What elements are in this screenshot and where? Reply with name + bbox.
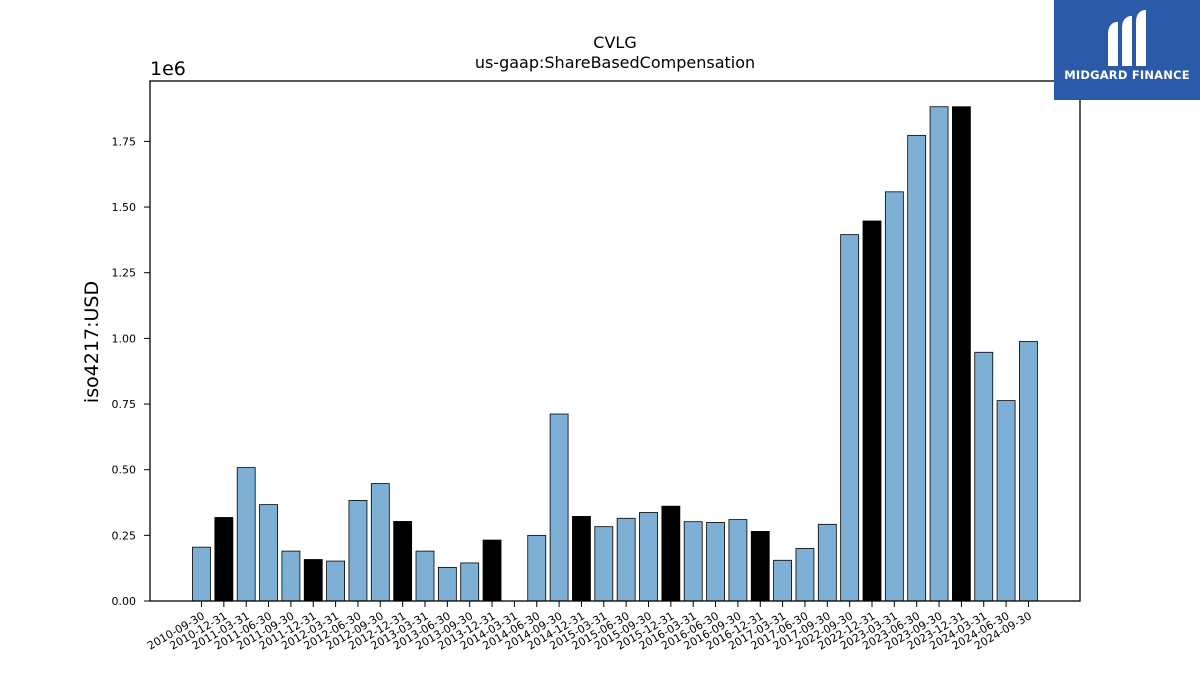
bar-2012-12-31	[393, 521, 413, 602]
bar-2016-09-30	[728, 519, 748, 602]
bar-2011-12-31	[303, 559, 323, 602]
bar-2014-06-30	[527, 534, 547, 602]
bar-2010-09-30	[192, 546, 211, 602]
bar-2014-09-30	[549, 413, 569, 602]
y-tick-label: 0.50	[112, 464, 137, 477]
bar-2011-03-31	[236, 467, 256, 602]
bar-2013-09-30	[460, 562, 480, 602]
y-tick-label: 0.75	[112, 398, 137, 411]
bar-2022-09-30	[840, 234, 860, 602]
y-scale-label: 1e6	[150, 58, 186, 80]
y-tick-label: 1.25	[112, 267, 137, 280]
bar-2015-03-31	[594, 526, 614, 602]
bar-2010-12-31	[214, 517, 234, 602]
logo-text: MIDGARD FINANCE	[1064, 68, 1190, 82]
y-tick-label: 1.75	[112, 135, 137, 148]
bar-2024-06-30	[996, 400, 1016, 602]
bar-2012-06-30	[348, 500, 368, 602]
bar-2011-09-30	[281, 550, 301, 602]
bar-2023-06-30	[907, 134, 927, 602]
y-tick-label: 1.00	[112, 332, 137, 345]
y-axis: 0.00 0.25 0.50 0.75 1.00 1.25 1.50 1.75	[112, 135, 150, 608]
bar-2015-12-31	[661, 505, 681, 602]
y-tick-label: 0.25	[112, 529, 137, 542]
bars-group	[192, 106, 1038, 602]
bar-2012-09-30	[370, 483, 390, 602]
bar-2012-03-31	[326, 560, 346, 602]
bar-2022-12-31	[862, 220, 882, 602]
bar-2023-09-30	[929, 106, 949, 602]
midgard-finance-logo: MIDGARD FINANCE	[1054, 0, 1200, 100]
y-axis-label: iso4217:USD	[81, 281, 103, 403]
bar-2015-06-30	[616, 517, 636, 602]
bar-2017-03-31	[773, 559, 792, 602]
bar-2023-12-31	[952, 106, 971, 602]
bar-2024-03-31	[974, 351, 994, 602]
y-tick-label: 1.50	[112, 201, 137, 214]
bar-2017-06-30	[795, 548, 815, 602]
bar-2013-12-31	[482, 539, 502, 602]
x-axis: 2010-09-302010-12-312011-03-312011-06-30…	[145, 601, 1034, 653]
bar-2013-03-31	[415, 550, 435, 602]
bar-2013-06-30	[437, 566, 457, 602]
bar-2016-12-31	[750, 531, 770, 602]
chart-subtitle: us-gaap:ShareBasedCompensation	[475, 53, 755, 72]
plot-frame	[149, 80, 1081, 602]
bar-2015-09-30	[639, 512, 658, 602]
bar-2016-03-31	[683, 521, 703, 602]
bar-2014-12-31	[572, 516, 591, 602]
bar-2017-09-30	[817, 523, 837, 602]
chart-title: CVLG	[593, 33, 636, 52]
bar-2023-03-31	[884, 191, 904, 602]
bar-2016-06-30	[706, 522, 725, 602]
midgard-m-logo-icon	[1108, 10, 1146, 66]
bar-2011-06-30	[259, 504, 278, 602]
y-tick-label: 0.00	[112, 595, 137, 608]
bar-2024-09-30	[1019, 341, 1038, 602]
